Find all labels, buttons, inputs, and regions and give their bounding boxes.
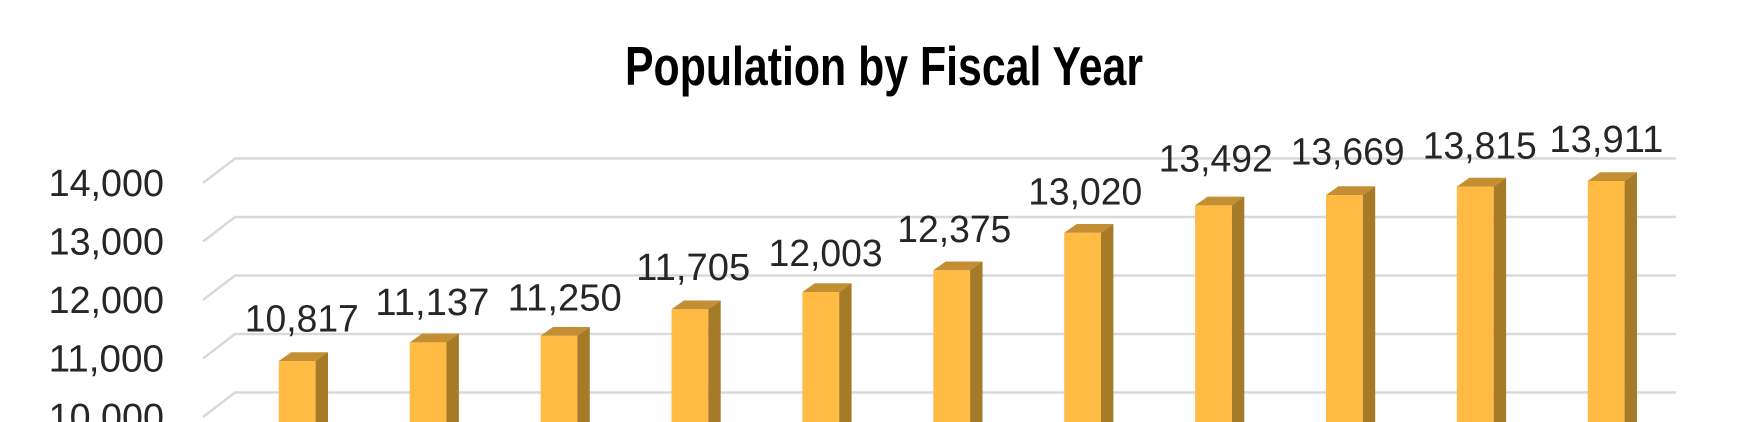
svg-text:10,000: 10,000 (49, 397, 164, 422)
svg-text:13,911: 13,911 (1549, 119, 1663, 161)
svg-text:Population by Fiscal Year: Population by Fiscal Year (625, 35, 1143, 97)
svg-text:13,815: 13,815 (1423, 126, 1537, 168)
svg-text:13,669: 13,669 (1291, 132, 1405, 174)
svg-text:11,250: 11,250 (508, 278, 622, 320)
svg-text:11,137: 11,137 (375, 282, 489, 324)
svg-text:10,817: 10,817 (245, 299, 359, 341)
svg-text:13,020: 13,020 (1028, 172, 1142, 214)
svg-text:11,000: 11,000 (49, 339, 164, 381)
svg-text:13,492: 13,492 (1159, 139, 1273, 181)
svg-text:13,000: 13,000 (49, 222, 164, 264)
svg-text:12,003: 12,003 (769, 233, 883, 275)
svg-text:12,000: 12,000 (49, 280, 164, 322)
svg-text:12,375: 12,375 (897, 209, 1011, 251)
svg-text:14,000: 14,000 (49, 163, 164, 205)
svg-text:11,705: 11,705 (636, 247, 750, 289)
